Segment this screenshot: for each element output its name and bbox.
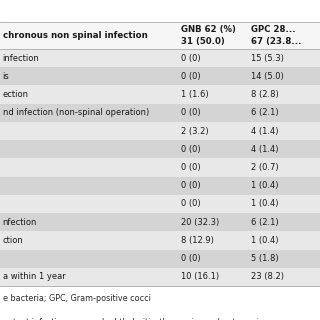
- Text: a within 1 year: a within 1 year: [3, 272, 65, 282]
- Text: ection: ection: [3, 90, 28, 99]
- Text: 0 (0): 0 (0): [181, 163, 200, 172]
- Text: 0 (0): 0 (0): [181, 53, 200, 63]
- Text: 0 (0): 0 (0): [181, 108, 200, 117]
- Bar: [0, 67, 320, 85]
- Text: 0 (0): 0 (0): [181, 145, 200, 154]
- Bar: [0, 213, 320, 231]
- Text: 1 (0.4): 1 (0.4): [251, 199, 279, 209]
- Bar: [0, 22, 320, 49]
- Text: 4 (1.4): 4 (1.4): [251, 145, 279, 154]
- Text: 4 (1.4): 4 (1.4): [251, 126, 279, 136]
- Text: 0 (0): 0 (0): [181, 72, 200, 81]
- Text: is: is: [3, 72, 9, 81]
- Text: 0 (0): 0 (0): [181, 181, 200, 190]
- Text: 23 (8.2): 23 (8.2): [251, 272, 284, 282]
- Bar: [0, 177, 320, 195]
- Bar: [0, 122, 320, 140]
- Text: 14 (5.0): 14 (5.0): [251, 72, 284, 81]
- Text: 2 (0.7): 2 (0.7): [251, 163, 279, 172]
- Text: nd infection (non-spinal operation): nd infection (non-spinal operation): [3, 108, 149, 117]
- Text: r stent infection, one endophthalmitis, three primary bacteremia: r stent infection, one endophthalmitis, …: [3, 318, 263, 320]
- Bar: [0, 140, 320, 158]
- Text: 1 (0.4): 1 (0.4): [251, 181, 279, 190]
- Text: nfection: nfection: [3, 218, 37, 227]
- Bar: [0, 231, 320, 250]
- Text: 2 (3.2): 2 (3.2): [181, 126, 208, 136]
- Bar: [0, 104, 320, 122]
- Text: infection: infection: [3, 53, 39, 63]
- Text: ction: ction: [3, 236, 23, 245]
- Bar: [0, 268, 320, 286]
- Text: 1 (1.6): 1 (1.6): [181, 90, 208, 99]
- Bar: [0, 49, 320, 67]
- Text: 0 (0): 0 (0): [181, 199, 200, 209]
- Text: 1 (0.4): 1 (0.4): [251, 236, 279, 245]
- Text: 5 (1.8): 5 (1.8): [251, 254, 279, 263]
- Text: GNB 62 (%): GNB 62 (%): [181, 25, 236, 34]
- Text: chronous non spinal infection: chronous non spinal infection: [3, 31, 147, 40]
- Text: 20 (32.3): 20 (32.3): [181, 218, 219, 227]
- Bar: [0, 85, 320, 104]
- Text: 67 (23.8...: 67 (23.8...: [251, 37, 302, 46]
- Bar: [0, 195, 320, 213]
- Text: 8 (2.8): 8 (2.8): [251, 90, 279, 99]
- Bar: [0, 250, 320, 268]
- Text: 8 (12.9): 8 (12.9): [181, 236, 214, 245]
- Text: GPC 28...: GPC 28...: [251, 25, 296, 34]
- Bar: [0, 158, 320, 177]
- Text: 6 (2.1): 6 (2.1): [251, 108, 279, 117]
- Text: 15 (5.3): 15 (5.3): [251, 53, 284, 63]
- Text: 31 (50.0): 31 (50.0): [181, 37, 225, 46]
- Text: 6 (2.1): 6 (2.1): [251, 218, 279, 227]
- Text: 10 (16.1): 10 (16.1): [181, 272, 219, 282]
- Text: 0 (0): 0 (0): [181, 254, 200, 263]
- Text: e bacteria; GPC, Gram-positive cocci: e bacteria; GPC, Gram-positive cocci: [3, 294, 150, 303]
